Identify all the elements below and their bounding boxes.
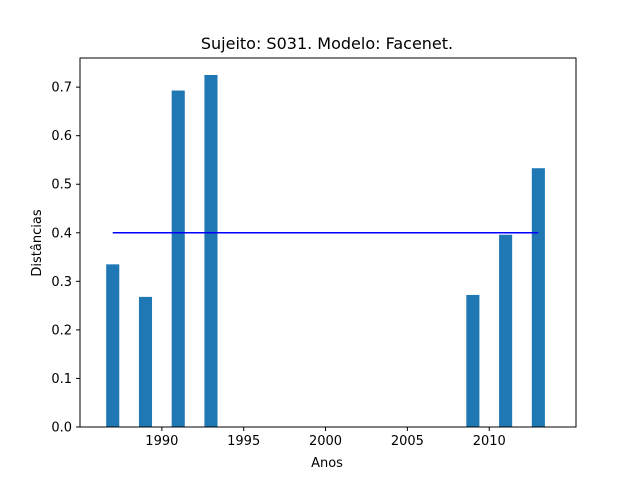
bar-1991	[171, 90, 185, 427]
bar-2011	[499, 234, 513, 427]
bar-2013	[531, 168, 545, 427]
chart-title: Sujeito: S031. Modelo: Facenet.	[201, 34, 453, 53]
y-tick-label-0: 0.0	[51, 421, 72, 436]
x-tick-label-1995: 1995	[227, 434, 260, 449]
y-tick-label-2: 0.2	[51, 323, 72, 338]
x-tick-label-1990: 1990	[145, 434, 178, 449]
x-tick-label-2010: 2010	[473, 434, 506, 449]
bar-1989	[138, 296, 153, 427]
x-axis-label: Anos	[311, 456, 343, 471]
x-tick-label-2000: 2000	[309, 434, 342, 449]
y-tick-label-7: 0.7	[51, 81, 72, 96]
bar-1993	[204, 74, 218, 428]
bar-2009	[466, 294, 480, 427]
y-tick-label-3: 0.3	[51, 275, 72, 290]
x-tick-label-2005: 2005	[391, 434, 424, 449]
y-tick-label-1: 0.1	[51, 372, 72, 387]
plot-frame	[79, 57, 577, 428]
y-tick-label-4: 0.4	[51, 226, 72, 241]
y-tick-label-6: 0.6	[51, 129, 72, 144]
y-axis-label: Distâncias	[30, 209, 45, 276]
bar-1987	[106, 264, 120, 427]
y-tick-label-5: 0.5	[51, 178, 72, 193]
bars-layer	[106, 74, 545, 428]
x-axis: 1990 1995 2000 2005 2010	[145, 427, 506, 449]
y-axis: 0.0 0.1 0.2 0.3 0.4 0.5 0.6 0.7	[51, 81, 80, 436]
